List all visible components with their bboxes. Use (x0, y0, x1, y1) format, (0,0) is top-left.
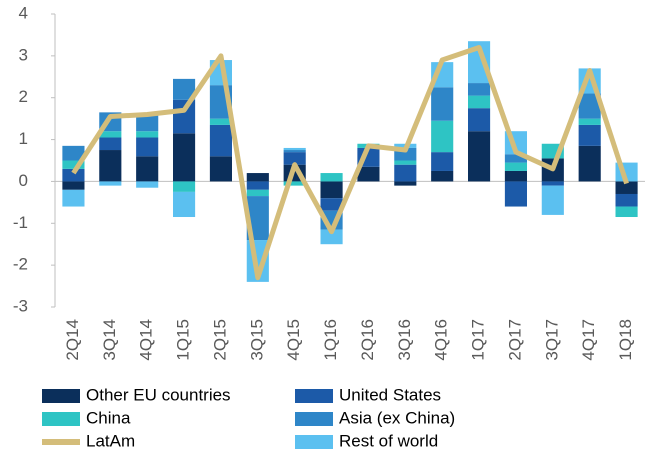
bar (394, 160, 417, 165)
bar (541, 181, 564, 186)
x-tick-label: 2Q16 (358, 319, 377, 361)
bar (136, 114, 159, 132)
bar (504, 162, 527, 171)
y-tick-label: 1 (19, 129, 28, 148)
bar (504, 154, 527, 163)
bar (173, 181, 196, 192)
bar (320, 229, 343, 245)
x-tick-label: 4Q17 (579, 319, 598, 361)
bar (394, 181, 417, 186)
bar (62, 168, 85, 182)
y-tick-label: -2 (13, 255, 28, 274)
bar (504, 181, 527, 207)
line (71, 44, 629, 281)
bar (246, 173, 269, 182)
bar (431, 170, 454, 182)
bar (578, 145, 601, 182)
x-tick-label: 1Q15 (174, 319, 193, 361)
bar (357, 166, 380, 182)
bar (468, 83, 491, 96)
bar (394, 164, 417, 182)
bar (468, 95, 491, 109)
legend-label: China (86, 408, 131, 427)
bar (136, 137, 159, 157)
legend-label: Other EU countries (86, 385, 231, 404)
bar (99, 137, 122, 151)
bar (173, 133, 196, 182)
bar (578, 118, 601, 125)
bar (431, 120, 454, 153)
x-tick-label: 3Q16 (395, 319, 414, 361)
bar (468, 131, 491, 182)
bar (578, 124, 601, 146)
bar (136, 181, 159, 188)
legend-label: Asia (ex China) (339, 408, 455, 427)
legend-label: Rest of world (339, 431, 438, 450)
bar (283, 150, 306, 153)
bar (136, 131, 159, 138)
bar (320, 198, 343, 211)
bar (283, 152, 306, 165)
y-tick-label: 0 (19, 171, 28, 190)
bar (468, 108, 491, 132)
bar (209, 118, 232, 125)
bar (431, 152, 454, 171)
bar (173, 191, 196, 218)
bar (246, 196, 269, 241)
bar (615, 206, 638, 218)
x-tick-label: 1Q16 (321, 319, 340, 361)
bar (578, 93, 601, 119)
bar (136, 156, 159, 182)
bar (320, 173, 343, 182)
bar (283, 147, 306, 151)
bar (62, 181, 85, 190)
x-tick-label: 2Q17 (505, 319, 524, 361)
bar (173, 99, 196, 134)
bar (209, 156, 232, 182)
bar (209, 124, 232, 157)
bar (62, 189, 85, 207)
legend-swatch (42, 439, 80, 445)
bar (173, 78, 196, 100)
legend-swatch (42, 389, 80, 403)
legend-label: United States (339, 385, 441, 404)
legend-swatch (295, 389, 333, 403)
bar (431, 87, 454, 121)
legend-swatch (295, 412, 333, 426)
bar (99, 150, 122, 182)
y-tick-label: 3 (19, 45, 28, 64)
bar (246, 181, 269, 190)
bar (615, 181, 638, 194)
bar (246, 189, 269, 197)
x-tick-label: 3Q15 (247, 319, 266, 361)
y-tick-label: 2 (19, 87, 28, 106)
x-tick-label: 1Q17 (469, 319, 488, 361)
legend-swatch (42, 412, 80, 426)
x-tick-label: 3Q17 (542, 319, 561, 361)
bar (320, 181, 343, 199)
bar (541, 185, 564, 215)
x-tick-label: 4Q14 (137, 319, 156, 361)
bar (615, 193, 638, 207)
x-tick-label: 1Q18 (616, 319, 635, 361)
y-tick-label: 4 (19, 3, 28, 22)
x-tick-label: 3Q14 (100, 319, 119, 361)
bar (504, 170, 527, 182)
bar (283, 181, 306, 186)
x-tick-label: 2Q15 (210, 319, 229, 361)
y-tick-label: -1 (13, 213, 28, 232)
bar (62, 160, 85, 169)
bar (99, 131, 122, 138)
x-tick-label: 4Q16 (432, 319, 451, 361)
legend-swatch (295, 435, 333, 449)
x-tick-label: 2Q14 (63, 319, 82, 361)
bar (62, 145, 85, 161)
legend-label: LatAm (86, 431, 135, 450)
x-tick-label: 4Q15 (284, 319, 303, 361)
bar (99, 181, 122, 186)
y-tick-label: -3 (13, 296, 28, 315)
